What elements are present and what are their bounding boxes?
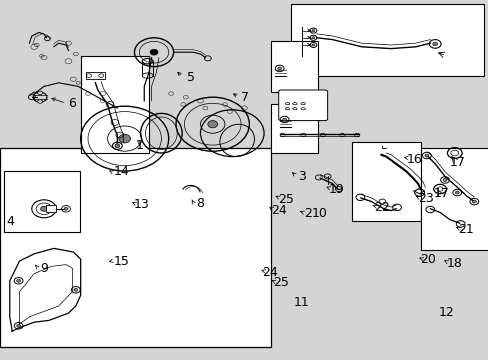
Circle shape [38,91,42,95]
Circle shape [74,288,78,291]
Circle shape [432,42,437,46]
Circle shape [282,118,286,121]
Bar [4,171,80,232]
Circle shape [207,121,217,128]
Bar [290,4,483,76]
Text: 1: 1 [135,139,143,152]
Circle shape [115,144,120,148]
Text: 25: 25 [277,193,293,206]
Text: 14: 14 [113,165,129,178]
Text: 7: 7 [241,91,249,104]
Text: 3: 3 [297,170,305,183]
Circle shape [471,200,475,203]
Circle shape [311,30,314,32]
Text: 9: 9 [40,262,48,275]
Circle shape [311,44,314,46]
Circle shape [64,207,68,210]
Circle shape [41,206,47,211]
Circle shape [424,154,428,157]
Text: 4: 4 [7,215,15,228]
Text: 24: 24 [262,266,278,279]
Circle shape [277,67,281,70]
Bar [81,56,149,153]
FancyBboxPatch shape [278,90,327,121]
Text: 16: 16 [406,153,421,166]
Circle shape [454,191,458,194]
Circle shape [442,179,446,181]
Text: 22: 22 [373,201,389,214]
Text: 5: 5 [186,71,194,84]
Circle shape [119,134,130,143]
Text: 2: 2 [304,207,312,220]
Text: 13: 13 [134,198,149,211]
Circle shape [38,100,42,103]
Text: 25: 25 [273,276,288,289]
Text: 24: 24 [270,204,286,217]
Bar [271,41,317,92]
Text: 6: 6 [68,97,76,110]
Bar [271,104,317,153]
Text: 17: 17 [433,187,449,200]
Text: 11: 11 [293,296,309,309]
Text: 23: 23 [417,192,433,205]
Text: 21: 21 [457,223,472,236]
Circle shape [17,324,20,327]
Bar [85,72,105,79]
Text: 15: 15 [113,255,129,268]
Text: 17: 17 [448,156,464,169]
Circle shape [17,279,20,282]
Bar [0,148,271,347]
Circle shape [150,49,158,55]
Text: 10: 10 [311,207,326,220]
Bar [420,148,488,250]
Text: 18: 18 [446,257,462,270]
Text: 8: 8 [196,197,204,210]
Circle shape [311,37,314,39]
Bar [46,205,56,212]
Text: 20: 20 [420,253,435,266]
Bar [351,142,420,221]
Text: 12: 12 [438,306,453,319]
Text: 19: 19 [328,183,344,196]
